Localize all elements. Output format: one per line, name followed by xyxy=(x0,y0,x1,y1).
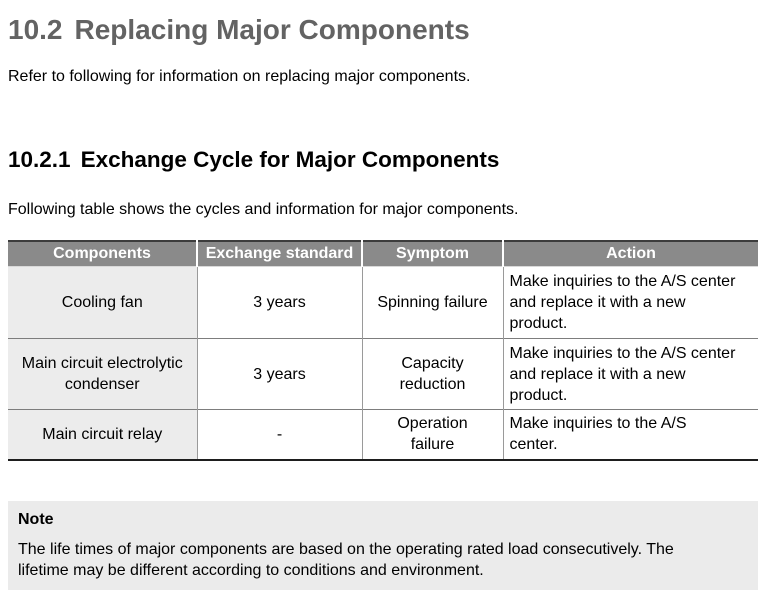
cell-symptom: Spinning failure xyxy=(361,266,503,339)
subsection-heading: 10.2.1 Exchange Cycle for Major Component… xyxy=(8,147,758,173)
table-header-row: Components Exchange standard Symptom Act… xyxy=(8,241,758,267)
table-row: Main circuit electrolytic condenser 3 ye… xyxy=(8,338,758,410)
column-header-components: Components xyxy=(8,241,197,267)
table-row: Cooling fan 3 years Spinning failure Mak… xyxy=(8,266,758,339)
cell-action: Make inquiries to the A/S center and rep… xyxy=(502,338,758,410)
note-box: Note The life times of major components … xyxy=(8,500,758,590)
section-intro: Refer to following for information on re… xyxy=(8,68,471,85)
column-header-symptom: Symptom xyxy=(361,241,503,267)
cell-symptom: Capacity reduction xyxy=(361,338,503,410)
note-body: The life times of major components are b… xyxy=(18,540,674,579)
cell-exchange-standard: 3 years xyxy=(196,266,362,339)
column-header-action: Action xyxy=(502,241,758,267)
note-title: Note xyxy=(18,510,54,528)
cell-exchange-standard: - xyxy=(196,409,362,460)
subsection-intro: Following table shows the cycles and inf… xyxy=(8,201,519,218)
subsection-title: Exchange Cycle for Major Components xyxy=(80,147,500,172)
column-header-exchange-standard: Exchange standard xyxy=(196,241,362,267)
subsection-number: 10.2.1 xyxy=(8,147,71,172)
table-row: Main circuit relay - Operation failure M… xyxy=(8,409,758,460)
cell-symptom: Operation failure xyxy=(361,409,503,460)
cell-component: Main circuit electrolytic condenser xyxy=(8,338,197,410)
manual-page: 10.2 Replacing Major Components Refer to … xyxy=(0,14,766,590)
components-table: Components Exchange standard Symptom Act… xyxy=(8,240,758,461)
cell-action: Make inquiries to the A/S center. xyxy=(502,409,758,460)
cell-exchange-standard: 3 years xyxy=(196,338,362,410)
cell-component: Cooling fan xyxy=(8,266,197,339)
cell-action: Make inquiries to the A/S center and rep… xyxy=(502,266,758,339)
section-heading: 10.2 Replacing Major Components xyxy=(8,14,758,46)
cell-component: Main circuit relay xyxy=(8,409,197,460)
section-number: 10.2 xyxy=(8,14,63,45)
section-title: Replacing Major Components xyxy=(74,14,470,45)
